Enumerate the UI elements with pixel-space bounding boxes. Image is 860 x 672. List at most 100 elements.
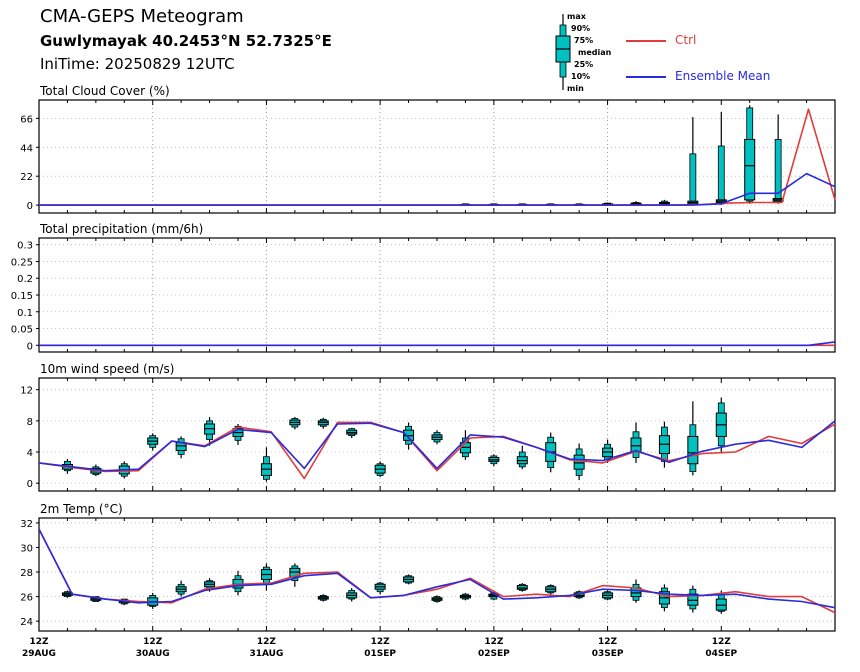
ensemble-box — [687, 401, 699, 476]
y-tick-label: 0.05 — [11, 325, 33, 336]
panel-title: Total Cloud Cover (%) — [39, 84, 170, 98]
box-p25-p75 — [687, 435, 699, 465]
y-tick-label: 32 — [20, 519, 33, 530]
ensemble-box — [260, 563, 272, 591]
y-tick-label: 8 — [27, 417, 33, 428]
ensemble-box — [687, 585, 699, 613]
panel-title: Total precipitation (mm/6h) — [39, 222, 203, 236]
box-p10-p90 — [717, 145, 725, 205]
ensemble-box — [175, 436, 187, 459]
ensemble-box — [459, 430, 471, 460]
legend-p90: 90% — [571, 24, 591, 33]
x-tick-label-date: 01SEP — [364, 649, 396, 659]
y-tick-label: 0 — [27, 201, 33, 212]
ensemble-box — [516, 583, 528, 592]
ensemble-box — [744, 105, 756, 204]
legend-ctrl-line — [626, 40, 666, 42]
x-tick-label-time: 12Z — [598, 637, 618, 647]
ensemble-box — [602, 590, 614, 601]
ensemble-box — [658, 199, 670, 206]
ensemble-box — [715, 111, 727, 206]
chart-title: CMA-GEPS Meteogram — [40, 6, 244, 27]
y-tick-label: 28 — [20, 568, 33, 579]
y-tick-label: 12 — [20, 386, 33, 397]
ensemble-box — [289, 416, 301, 430]
y-tick-label: 4 — [27, 448, 33, 459]
y-tick-label: 66 — [20, 114, 33, 125]
ensemble-box — [374, 581, 386, 595]
ensemble-box — [204, 416, 216, 446]
ensemble-box — [346, 588, 358, 602]
panel-title: 10m wind speed (m/s) — [40, 362, 174, 376]
ensemble-box — [431, 595, 443, 603]
box-p25-p75 — [687, 593, 699, 606]
box-p25-p75 — [573, 454, 585, 470]
x-tick-label-date: 30AUG — [136, 649, 170, 659]
y-tick-label: 0 — [27, 341, 33, 352]
ensemble-box — [545, 584, 557, 596]
legend-ctrl-label: Ctrl — [675, 33, 697, 47]
ensemble-box — [374, 461, 386, 477]
panel-frame — [38, 99, 836, 214]
box-p25-p75 — [289, 567, 301, 578]
legend-median: median — [578, 48, 612, 57]
y-tick-label: 0.25 — [11, 257, 33, 268]
legend-p10: 10% — [571, 72, 591, 81]
panel-precipitation: Total precipitation (mm/6h) 0 0.05 0.1 0.15 0… — [11, 222, 836, 353]
ensemble-box — [403, 574, 415, 585]
ensemble-box — [715, 590, 727, 614]
ensemble-box — [687, 117, 699, 206]
box-p25-p75 — [744, 138, 756, 201]
ctrl-line — [39, 108, 836, 206]
panel-frame — [38, 517, 836, 632]
x-tick-label-date: 03SEP — [592, 649, 624, 659]
panel-wind-speed: 10m wind speed (m/s) 0 4 8 12 — [20, 362, 836, 492]
panel-title: 2m Temp (°C) — [40, 502, 123, 516]
ensemble-box — [630, 422, 642, 463]
panel-cloud-cover: Total Cloud Cover (%) 0 22 44 66 — [20, 84, 836, 214]
mean-line — [38, 420, 836, 472]
x-tick-label-time: 12Z — [484, 637, 504, 647]
ensemble-box — [317, 417, 329, 429]
ensemble-box — [289, 563, 301, 587]
legend-p25: 25% — [574, 60, 594, 69]
ensemble-box — [147, 592, 159, 609]
y-tick-label: 22 — [20, 172, 33, 183]
ensemble-box — [232, 570, 244, 596]
y-tick-label: 0.3 — [17, 241, 33, 252]
ensemble-box — [573, 443, 585, 481]
ensemble-box — [488, 454, 500, 467]
ensemble-box — [431, 430, 443, 445]
x-tick-label-date: 31AUG — [249, 649, 283, 659]
ensemble-box — [715, 397, 727, 454]
legend-p75: 75% — [574, 36, 594, 45]
legend-box-glyph — [555, 14, 571, 90]
ensemble-box — [403, 422, 415, 450]
y-tick-label: 24 — [20, 617, 33, 628]
mean-line — [38, 528, 836, 609]
ensemble-box — [346, 427, 358, 439]
panel-temperature: 2m Temp (°C) 24 26 28 30 32 — [20, 502, 836, 632]
init-time: IniTime: 20250829 12UTC — [40, 55, 235, 73]
ensemble-box — [658, 584, 670, 612]
station-location: Guwlymayak 40.2453°N 52.7325°E — [40, 32, 332, 50]
box-p25-p75 — [516, 585, 528, 590]
ensemble-box — [260, 447, 272, 482]
x-tick-label-date: 04SEP — [705, 649, 737, 659]
x-tick-label-date: 02SEP — [478, 649, 510, 659]
y-tick-label: 26 — [20, 593, 33, 604]
ensemble-box — [459, 592, 471, 601]
y-tick-label: 0.2 — [17, 274, 33, 285]
y-tick-label: 0.1 — [17, 308, 33, 319]
y-tick-label: 0.15 — [11, 291, 33, 302]
y-tick-label: 30 — [20, 543, 33, 554]
mean-line — [39, 172, 836, 206]
x-tick-label-date: 29AUG — [22, 649, 56, 659]
legend-min: min — [567, 84, 584, 93]
box-p10-p90 — [689, 153, 697, 205]
x-tick-label-time: 12Z — [29, 637, 49, 647]
ensemble-box — [175, 580, 187, 597]
box-p25-p75 — [715, 598, 727, 611]
ensemble-box — [516, 445, 528, 470]
legend-mean-label: Ensemble Mean — [675, 69, 771, 83]
